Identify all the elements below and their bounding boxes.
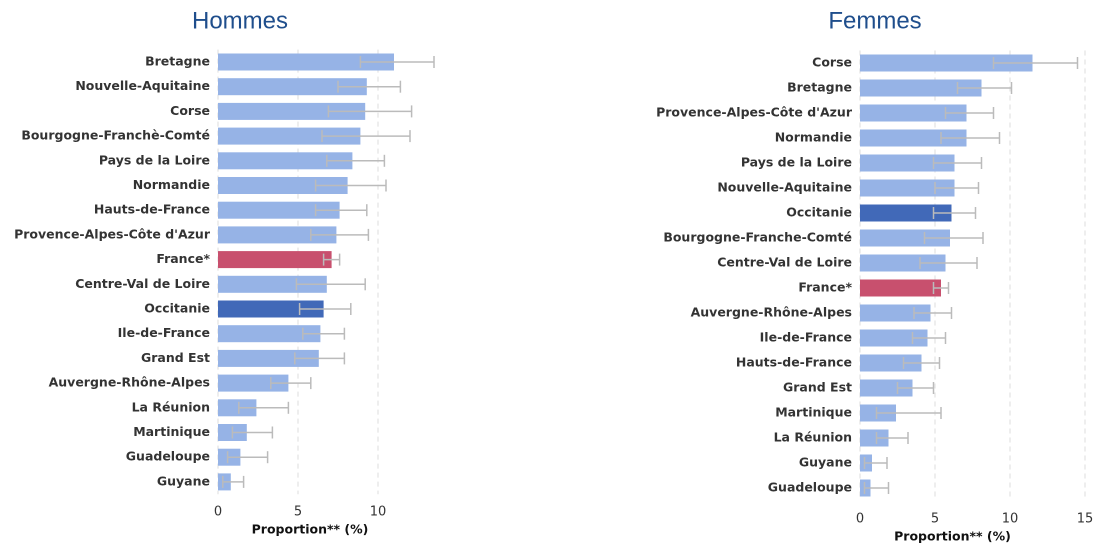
- x-tick-label: 5: [931, 512, 939, 527]
- category-label: Ile-de-France: [760, 330, 852, 345]
- bar: [860, 279, 941, 297]
- category-label: Guadeloupe: [768, 480, 852, 495]
- x-tick-label: 10: [1002, 512, 1019, 527]
- bar: [218, 349, 319, 367]
- bar: [218, 78, 367, 96]
- bar: [860, 229, 950, 247]
- category-label: Corse: [812, 55, 852, 70]
- x-axis-label: Proportion** (%): [252, 522, 369, 537]
- bar: [860, 154, 955, 172]
- bar: [218, 325, 321, 343]
- bar: [860, 204, 952, 222]
- category-label: Pays de la Loire: [99, 152, 210, 167]
- bar: [218, 300, 324, 318]
- bar: [218, 251, 332, 269]
- category-label: Guyane: [157, 473, 210, 488]
- bar: [860, 254, 946, 272]
- category-label: Bretagne: [787, 80, 852, 95]
- category-label: Provence-Alpes-Côte d'Azur: [656, 105, 853, 120]
- bar: [218, 152, 353, 170]
- category-label: Normandie: [775, 130, 852, 145]
- bar: [218, 201, 340, 219]
- x-tick-label: 15: [1077, 512, 1094, 527]
- bar: [860, 104, 967, 122]
- bar: [860, 329, 928, 347]
- category-label: Guadeloupe: [126, 449, 210, 464]
- category-label: Bourgogne-Franchè-Comté: [21, 128, 210, 143]
- x-tick-label: 5: [294, 505, 302, 520]
- category-label: Nouvelle-Aquitaine: [75, 78, 210, 93]
- category-label: Grand Est: [141, 350, 210, 365]
- category-label: La Réunion: [132, 399, 210, 414]
- bar: [218, 53, 394, 71]
- bar: [860, 304, 931, 322]
- category-label: Ile-de-France: [118, 325, 210, 340]
- category-label: Provence-Alpes-Côte d'Azur: [14, 226, 211, 241]
- category-label: La Réunion: [774, 430, 852, 445]
- bar: [860, 54, 1033, 72]
- bar: [218, 226, 337, 244]
- category-label: Hauts-de-France: [94, 202, 210, 217]
- category-label: Auvergne-Rhône-Alpes: [49, 375, 210, 390]
- category-label: Hauts-de-France: [736, 355, 852, 370]
- bar: [860, 179, 955, 197]
- category-label: Normandie: [133, 177, 210, 192]
- bar: [860, 429, 889, 447]
- bar: [860, 79, 982, 97]
- category-label: Corse: [170, 103, 210, 118]
- category-label: Centre-Val de Loire: [75, 276, 210, 291]
- x-tick-label: 0: [856, 512, 864, 527]
- category-label: Nouvelle-Aquitaine: [717, 180, 852, 195]
- bar: [218, 399, 257, 417]
- category-label: Occitanie: [144, 301, 210, 316]
- category-label: Grand Est: [783, 380, 852, 395]
- category-label: France*: [798, 280, 852, 295]
- x-axis-label: Proportion** (%): [894, 529, 1011, 544]
- category-label: Bretagne: [145, 54, 210, 69]
- category-label: Pays de la Loire: [741, 155, 852, 170]
- category-label: France*: [156, 251, 210, 266]
- bar: [218, 275, 327, 293]
- bar: [218, 127, 361, 145]
- x-tick-label: 10: [370, 505, 387, 520]
- bar: [860, 354, 922, 372]
- bar: [860, 129, 967, 147]
- x-tick-label: 0: [214, 505, 222, 520]
- category-label: Occitanie: [786, 205, 852, 220]
- bar: [860, 379, 913, 397]
- category-label: Guyane: [799, 455, 852, 470]
- category-label: Auvergne-Rhône-Alpes: [691, 305, 852, 320]
- chart-title: Hommes: [192, 7, 288, 34]
- chart-title: Femmes: [828, 7, 921, 34]
- category-label: Martinique: [133, 424, 210, 439]
- category-label: Centre-Val de Loire: [717, 255, 852, 270]
- category-label: Bourgogne-Franche-Comté: [663, 230, 852, 245]
- category-label: Martinique: [775, 405, 852, 420]
